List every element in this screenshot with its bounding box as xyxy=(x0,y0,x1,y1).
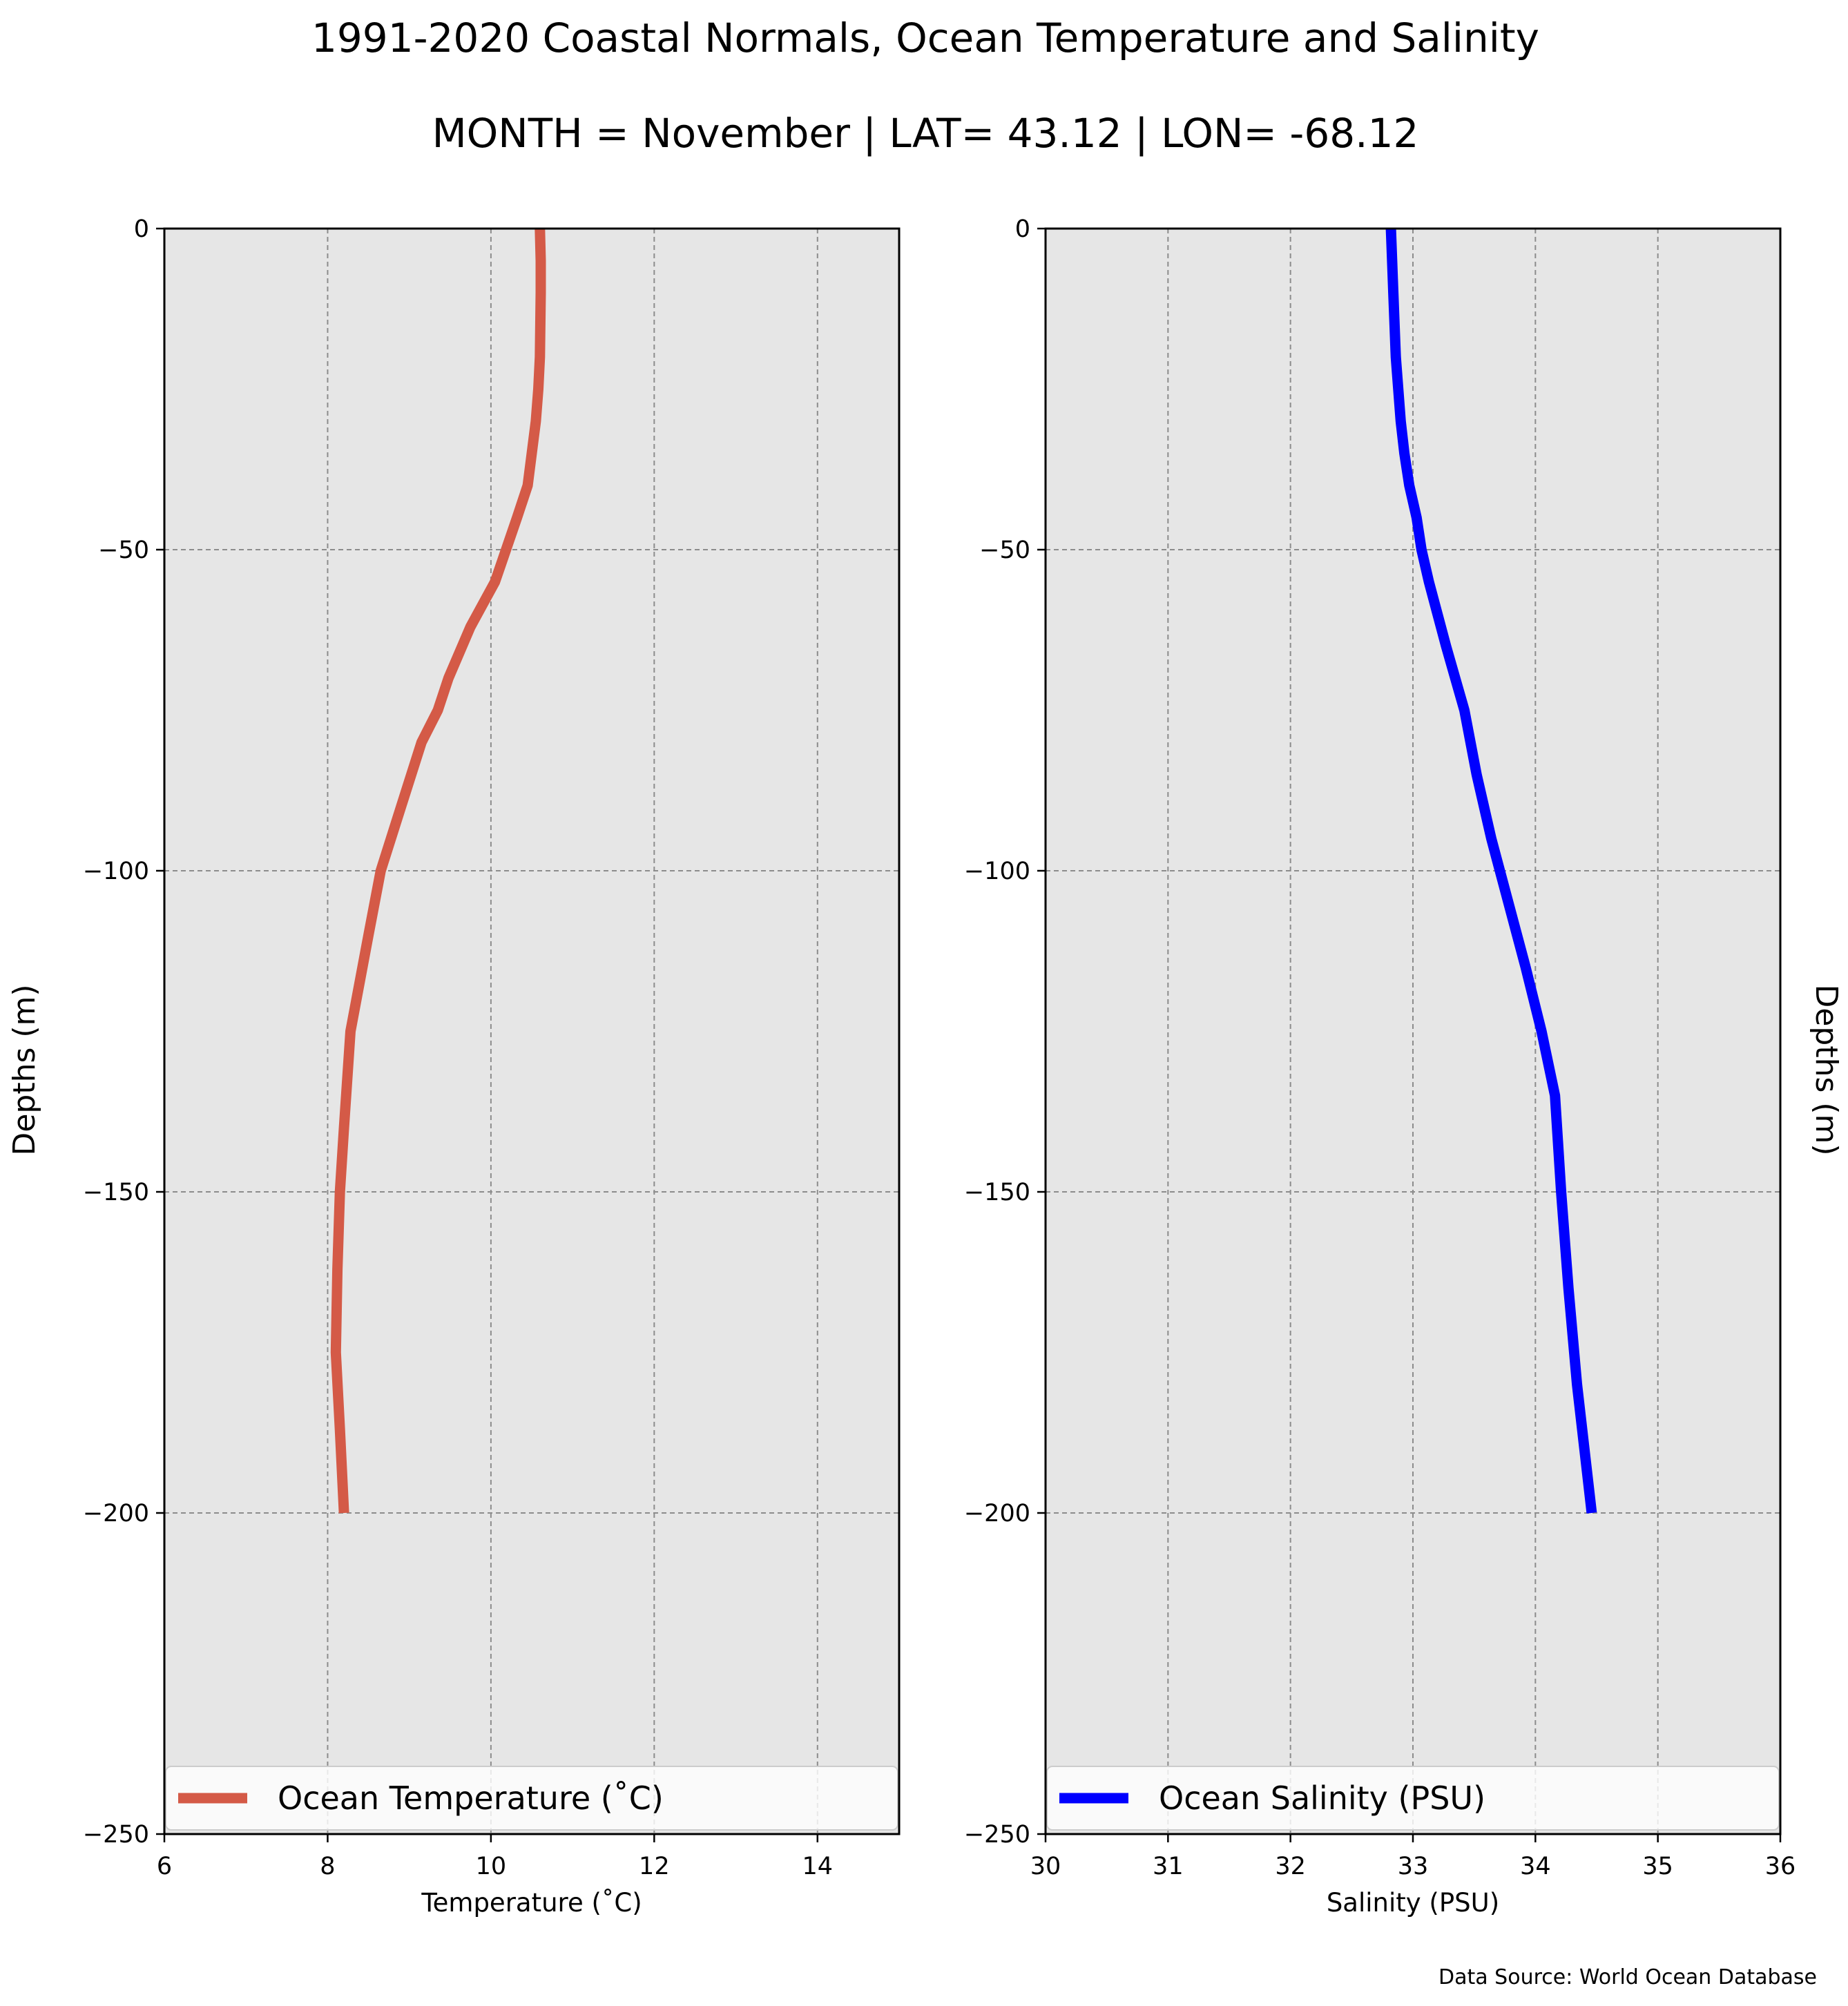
y-tick-label: −50 xyxy=(98,537,149,564)
y-tick-label: −200 xyxy=(83,1500,149,1527)
y-axis-label: Depths (m) xyxy=(1809,984,1844,1155)
x-axis-label: Temperature (˚C) xyxy=(421,1888,642,1918)
x-tick-label: 36 xyxy=(1765,1853,1796,1880)
y-tick-label: 0 xyxy=(134,215,149,243)
y-tick-label: −100 xyxy=(964,858,1030,885)
series-line-0 xyxy=(1385,228,1597,1514)
salinity-panel: Ocean Salinity (PSU) 30 31 32 33 34 35 36 0 −50 −1… xyxy=(964,215,1844,1918)
legend-label: Ocean Temperature (˚C) xyxy=(278,1780,664,1817)
x-tick-label: 31 xyxy=(1153,1853,1184,1880)
x-tick-label: 33 xyxy=(1398,1853,1429,1880)
x-tick-label: 10 xyxy=(476,1853,507,1880)
x-tick-label: 32 xyxy=(1275,1853,1306,1880)
chart-subtitle: MONTH = November | LAT= 43.12 | LON= -68… xyxy=(432,110,1419,157)
x-axis-label: Salinity (PSU) xyxy=(1327,1888,1499,1918)
x-tick-label: 8 xyxy=(320,1853,335,1880)
temperature-panel: Ocean Temperature (˚C) 6 8 10 12 14 0 −50 −100 −1… xyxy=(7,215,901,1918)
x-tick-label: 6 xyxy=(157,1853,172,1880)
y-axis-label: Depths (m) xyxy=(7,984,42,1155)
y-tick-label: −200 xyxy=(964,1500,1030,1527)
y-tick-label: −50 xyxy=(979,537,1030,564)
series-line-0 xyxy=(330,228,546,1514)
x-tick-label: 12 xyxy=(639,1853,670,1880)
y-tick-label: −150 xyxy=(964,1179,1030,1206)
x-tick-label: 34 xyxy=(1520,1853,1551,1880)
axes-background xyxy=(164,229,899,1834)
chart-title: 1991-2020 Coastal Normals, Ocean Tempera… xyxy=(311,15,1539,61)
legend-label: Ocean Salinity (PSU) xyxy=(1159,1780,1485,1817)
legend: Ocean Temperature (˚C) xyxy=(165,1766,898,1831)
y-tick-label: −100 xyxy=(83,858,149,885)
x-tick-label: 35 xyxy=(1642,1853,1673,1880)
y-tick-label: 0 xyxy=(1015,215,1030,243)
legend-box xyxy=(165,1766,898,1831)
legend: Ocean Salinity (PSU) xyxy=(1046,1766,1780,1831)
legend-box xyxy=(1046,1766,1780,1831)
data-source-note: Data Source: World Ocean Database xyxy=(1438,1965,1817,1989)
x-tick-label: 14 xyxy=(802,1853,834,1880)
x-tick-label: 30 xyxy=(1030,1853,1061,1880)
y-tick-label: −250 xyxy=(83,1821,149,1849)
y-tick-label: −250 xyxy=(964,1821,1030,1849)
y-tick-label: −150 xyxy=(83,1179,149,1206)
axes-frame xyxy=(163,227,901,1835)
